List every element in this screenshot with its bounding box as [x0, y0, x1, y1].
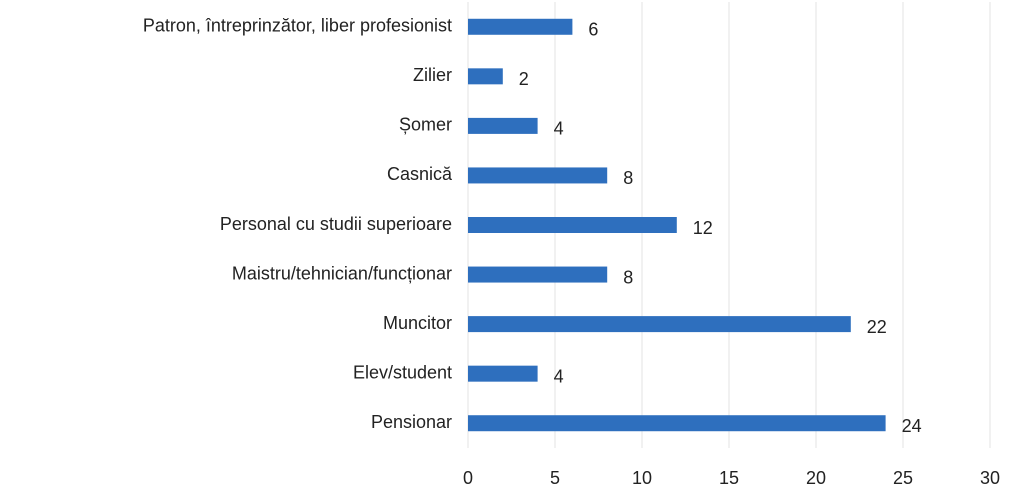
x-tick-label: 15 — [719, 468, 739, 488]
bar — [468, 266, 608, 283]
x-tick-label: 25 — [893, 468, 913, 488]
bar — [468, 68, 503, 85]
y-tick-label: Pensionar — [371, 412, 452, 432]
y-tick-label: Muncitor — [383, 313, 452, 333]
data-label: 24 — [902, 416, 922, 436]
y-tick-label: Șomer — [399, 115, 452, 135]
x-tick-label: 5 — [550, 468, 560, 488]
bar — [468, 217, 677, 233]
x-tick-label: 10 — [632, 468, 652, 488]
data-label: 12 — [693, 218, 713, 238]
bar — [468, 167, 608, 184]
data-label: 6 — [588, 20, 598, 40]
y-tick-label: Patron, întreprinzător, liber profesioni… — [143, 16, 452, 36]
x-tick-label: 20 — [806, 468, 826, 488]
y-tick-label: Personal cu studii superioare — [220, 214, 452, 234]
y-tick-label: Casnică — [387, 164, 453, 184]
bar — [468, 365, 538, 382]
y-tick-label: Maistru/tehnician/funcționar — [232, 263, 452, 283]
data-label: 4 — [554, 366, 564, 386]
bar — [468, 117, 538, 134]
y-tick-label: Elev/student — [353, 362, 452, 382]
bar — [468, 18, 573, 35]
data-label: 8 — [623, 168, 633, 188]
data-label: 4 — [554, 119, 564, 139]
data-label: 2 — [519, 69, 529, 89]
x-tick-label: 30 — [980, 468, 1000, 488]
bar — [468, 415, 886, 432]
x-tick-label: 0 — [463, 468, 473, 488]
y-tick-label: Zilier — [413, 65, 452, 85]
bar — [468, 316, 851, 333]
data-label: 22 — [867, 317, 887, 337]
data-label: 8 — [623, 267, 633, 287]
